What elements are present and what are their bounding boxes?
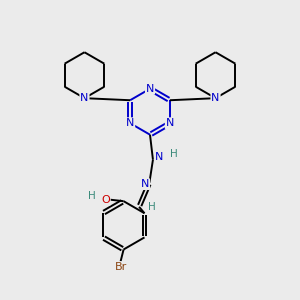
Text: N: N (211, 93, 220, 103)
Text: N: N (155, 152, 164, 162)
Text: H: H (88, 191, 96, 201)
Text: N: N (141, 179, 149, 189)
Text: Br: Br (115, 262, 127, 272)
Text: N: N (166, 118, 174, 128)
Text: N: N (126, 118, 134, 128)
Text: H: H (148, 202, 156, 212)
Text: H: H (170, 149, 178, 159)
Text: O: O (101, 195, 110, 205)
Text: N: N (146, 84, 154, 94)
Text: N: N (80, 93, 89, 103)
